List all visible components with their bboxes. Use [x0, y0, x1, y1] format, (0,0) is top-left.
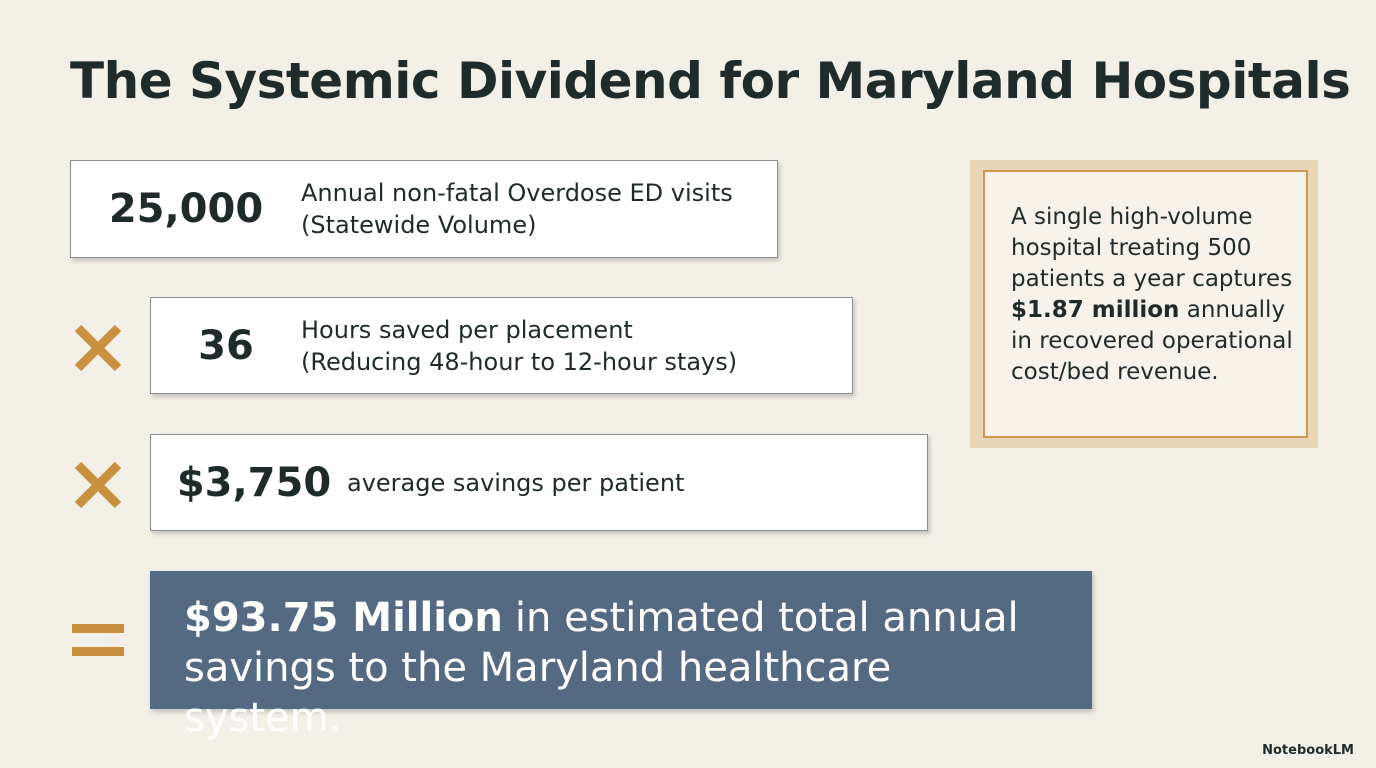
label-line: (Statewide Volume) — [301, 211, 537, 239]
result-text: in estimated total annual savings to the… — [184, 595, 1019, 741]
step-number: $3,750 — [176, 459, 332, 506]
step-box: $3,750 average savings per patient — [150, 434, 928, 531]
times-stroke — [74, 324, 122, 372]
label-line: Annual non-fatal Overdose ED visits — [301, 179, 733, 207]
times-stroke — [74, 461, 122, 509]
label-line: Hours saved per placement — [301, 315, 633, 344]
callout-text: A single high-volume hospital treating 5… — [1011, 204, 1293, 292]
step-box: 25,000 Annual non-fatal Overdose ED visi… — [70, 160, 778, 258]
step-number: 36 — [198, 322, 254, 369]
label-line: average savings per patient — [347, 468, 685, 497]
times-icon — [74, 461, 122, 509]
result-bold: $93.75 Million — [184, 595, 503, 641]
callout-bold: $1.87 million — [1011, 297, 1180, 323]
step-box: 36 Hours saved per placement (Reducing 4… — [150, 297, 853, 394]
equals-bar — [72, 624, 124, 633]
step-label: average savings per patient — [347, 467, 684, 499]
times-icon — [74, 324, 122, 372]
step-label: Annual non-fatal Overdose ED visits (Sta… — [301, 177, 733, 241]
brand: NotebookLM — [1262, 743, 1354, 758]
equals-icon — [72, 624, 124, 656]
step-label: Hours saved per placement (Reducing 48-h… — [301, 314, 737, 378]
equals-bar — [72, 647, 124, 656]
callout: A single high-volume hospital treating 5… — [983, 170, 1308, 438]
result-box: $93.75 Million in estimated total annual … — [150, 571, 1092, 741]
step-number: 25,000 — [108, 186, 264, 232]
label-line: (Reducing 48-hour to 12-hour stays) — [301, 347, 738, 376]
title: The Systemic Dividend for Maryland Hospi… — [70, 52, 1351, 110]
callout-text: annually in recovered operational cost/b… — [1011, 297, 1293, 385]
